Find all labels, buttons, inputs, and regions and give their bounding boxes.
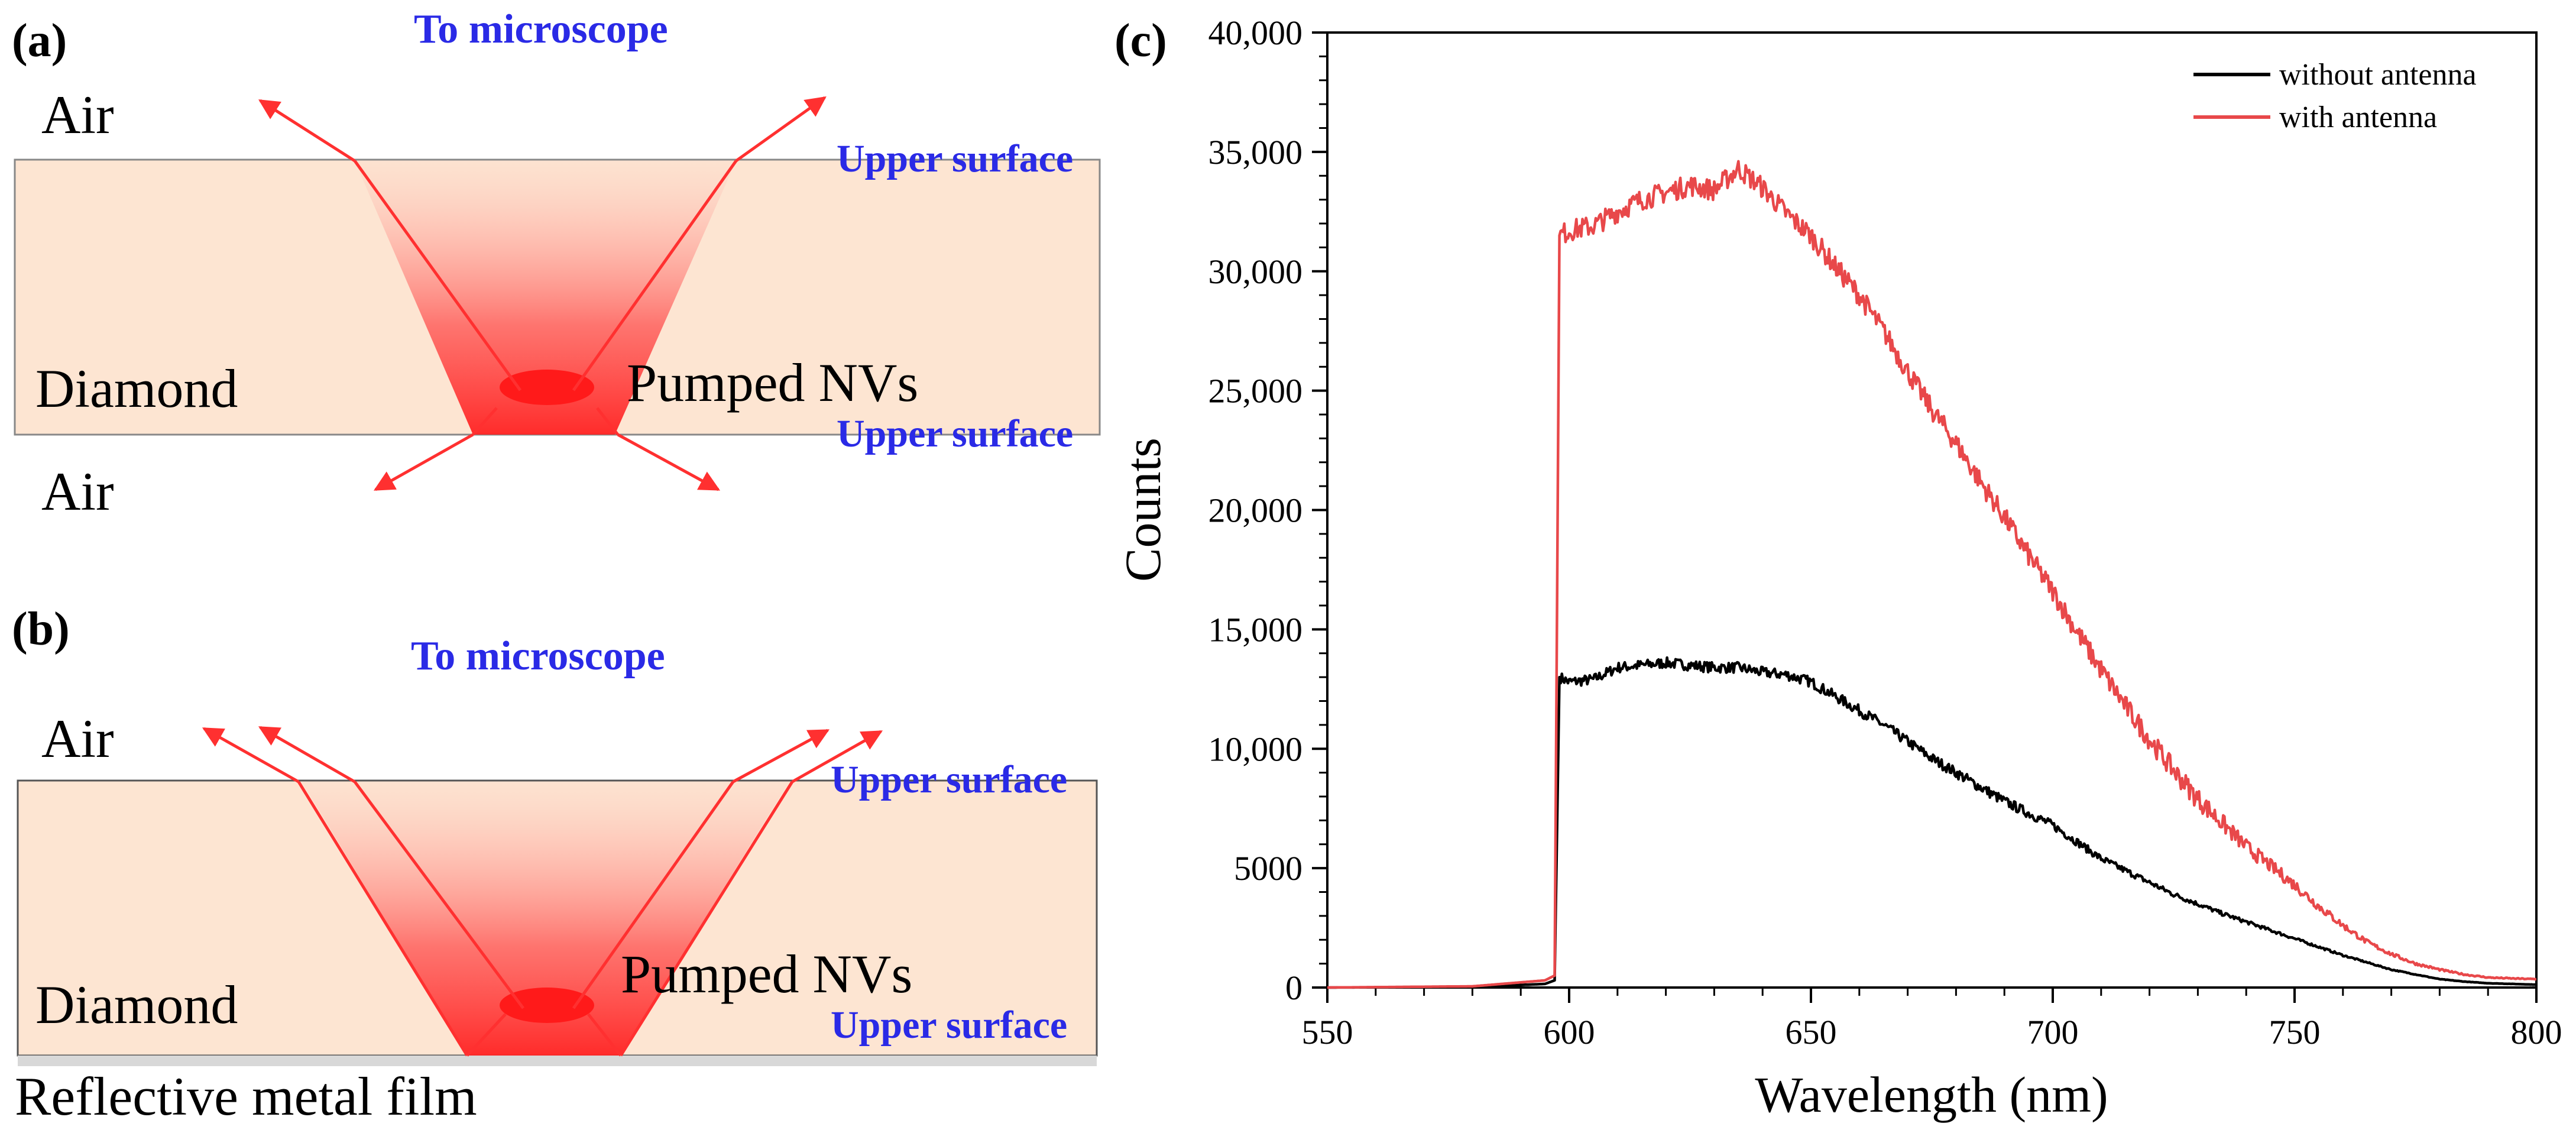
legend-label-with: with antenna [2279,101,2437,134]
x-tick-label: 600 [1544,1013,1595,1051]
series-line-without-antenna [1327,656,2537,989]
panel-c: (c) 550 600 650 700 750 800 0 5000 10,000 15,000 2… [1114,14,2562,1123]
y-tick-label: 25,000 [1208,372,1303,410]
ray-group-b [202,726,883,1057]
diamond-label-b: Diamond [35,975,238,1035]
x-tick-label: 800 [2511,1013,2562,1051]
y-tick-label: 0 [1285,969,1302,1007]
ray-group-a [258,96,827,491]
upper-surface-label-b1: Upper surface [831,758,1067,801]
air-top-label-b: Air [41,708,114,769]
panel-b-label: (b) [12,603,70,655]
upper-surface-label-1: Upper surface [837,137,1073,180]
panel-b: (b) To microscope Air Diamond Pumped NVs… [12,603,1098,1126]
panel-a-label: (a) [12,15,67,67]
series-line-with-antenna [1327,160,2537,989]
y-axis-title: Counts [1114,438,1171,582]
chart-series [1327,160,2537,989]
pumped-nvs-label-b: Pumped NVs [621,944,912,1004]
x-tick-label: 650 [1786,1013,1837,1051]
plot-frame [1326,31,2538,989]
emission-cone-b [302,782,789,1056]
y-tick-label: 40,000 [1208,14,1303,52]
upper-surface-label-2: Upper surface [837,412,1073,455]
metal-film [18,1056,1097,1066]
x-tick-label: 550 [1302,1013,1353,1051]
diamond-label: Diamond [35,358,238,419]
to-microscope-label-b: To microscope [411,633,665,679]
legend-label-without: without antenna [2279,58,2477,92]
y-tick-label: 10,000 [1208,730,1303,768]
y-tick-label: 35,000 [1208,133,1303,171]
legend: without antenna with antenna [2193,58,2477,134]
pumped-nv-spot-b [500,988,594,1023]
emission-cone [355,161,736,435]
x-tick-label: 750 [2269,1013,2321,1051]
pumped-nv-spot [500,370,594,405]
reflective-film-label: Reflective metal film [15,1066,477,1126]
air-bottom-label: Air [41,461,114,522]
upper-surface-label-b2: Upper surface [831,1003,1067,1047]
to-microscope-label: To microscope [414,7,668,52]
pumped-nvs-label: Pumped NVs [627,352,918,413]
panel-c-label: (c) [1114,15,1167,67]
y-tick-label: 5000 [1234,849,1302,888]
air-top-label: Air [41,85,114,145]
x-tick-label: 700 [2027,1013,2079,1051]
x-axis-title: Wavelength (nm) [1755,1066,2108,1123]
panel-a: (a) To microscope Air Diamond Pumped NVs… [12,7,1101,522]
y-tick-label: 20,000 [1208,491,1303,530]
chart-axes: 550 600 650 700 750 800 0 5000 10,000 15,000 20,00… [1208,14,2562,1051]
y-tick-label: 30,000 [1208,252,1303,291]
y-tick-label: 15,000 [1208,610,1303,649]
